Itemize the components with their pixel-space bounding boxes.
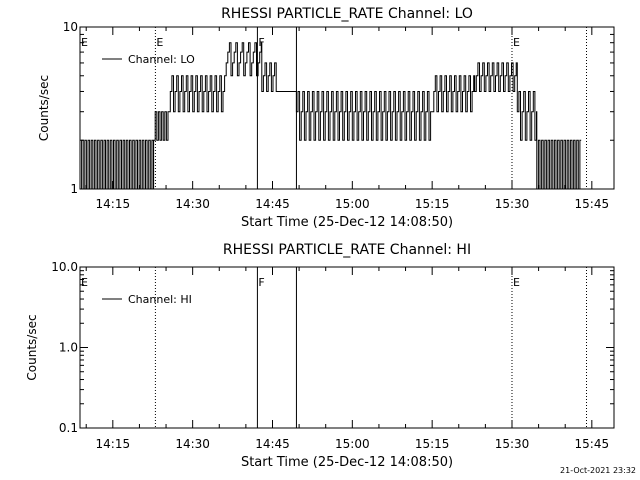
legend-label: Channel: HI xyxy=(128,293,192,306)
y-tick-label: 1 xyxy=(70,182,78,196)
x-tick-label: 14:15 xyxy=(96,437,131,451)
corner-label: E xyxy=(81,36,88,49)
x-tick-label: 15:45 xyxy=(575,437,610,451)
x-tick-label: 14:30 xyxy=(175,437,210,451)
chart-title: RHESSI PARTICLE_RATE Channel: LO xyxy=(221,6,473,22)
x-tick-label: 15:15 xyxy=(415,197,450,211)
corner-label: E xyxy=(81,276,88,289)
chart-panel-2: RHESSI PARTICLE_RATE Channel: HI 14:15 14:… xyxy=(25,242,615,470)
y-axis-label: Counts/sec xyxy=(37,75,51,141)
series-line-1 xyxy=(80,42,582,190)
x-tick-label: 15:00 xyxy=(335,437,370,451)
event-marker-label: E xyxy=(156,36,163,49)
x-tick-label: 14:45 xyxy=(255,437,290,451)
y-axis-label: Counts/sec xyxy=(25,314,39,380)
legend-label: Channel: LO xyxy=(128,53,195,66)
y-tick-label: 0.1 xyxy=(59,421,78,435)
event-marker-label: F xyxy=(258,276,264,289)
y-tick-label: 1.0 xyxy=(59,341,78,355)
plot-timestamp: 21-Oct-2021 23:32 xyxy=(560,466,636,475)
x-tick-label: 15:30 xyxy=(495,197,530,211)
x-tick-label: 15:45 xyxy=(575,197,610,211)
y-tick-label: 10 xyxy=(63,20,78,34)
x-tick-label: 14:15 xyxy=(96,197,131,211)
x-tick-label: 15:15 xyxy=(415,437,450,451)
x-axis-label: Start Time (25-Dec-12 14:08:50) xyxy=(241,455,453,470)
plot-frame xyxy=(79,26,615,190)
event-marker-label: E xyxy=(513,36,520,49)
chart-title: RHESSI PARTICLE_RATE Channel: HI xyxy=(223,242,471,258)
event-marker-label: E xyxy=(513,276,520,289)
plot-frame xyxy=(79,266,615,429)
x-tick-label: 14:30 xyxy=(175,197,210,211)
x-tick-label: 14:45 xyxy=(255,197,290,211)
x-axis-label: Start Time (25-Dec-12 14:08:50) xyxy=(241,215,453,230)
x-tick-label: 15:30 xyxy=(495,437,530,451)
x-tick-label: 15:00 xyxy=(335,197,370,211)
chart-panel-1: RHESSI PARTICLE_RATE Channel: LO 14:15 14:… xyxy=(37,6,615,230)
y-tick-label: 10.0 xyxy=(51,260,78,274)
